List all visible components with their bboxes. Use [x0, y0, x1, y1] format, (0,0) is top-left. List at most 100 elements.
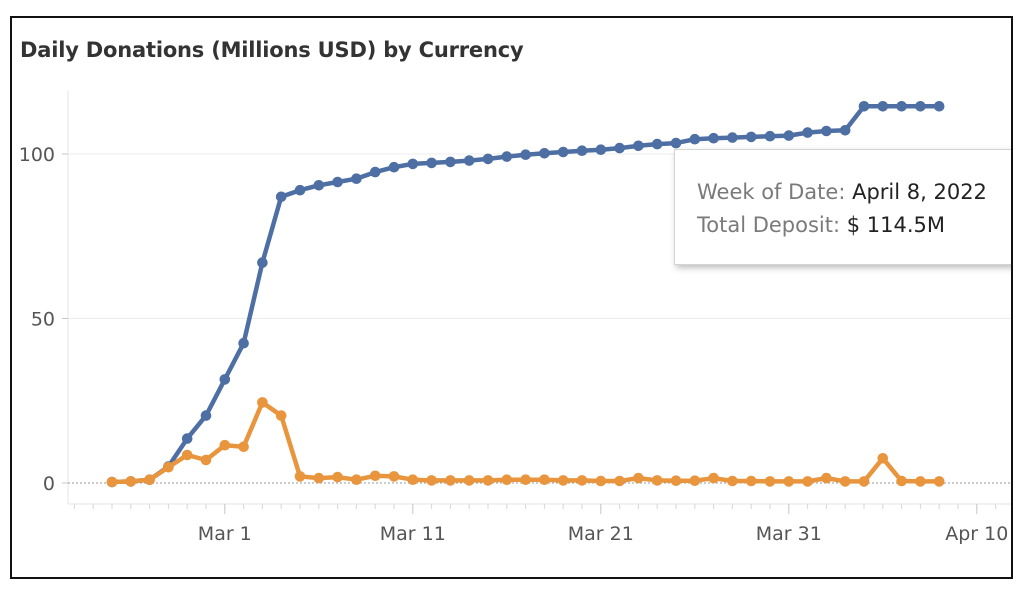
series-2-point — [125, 476, 137, 487]
series-1-point — [708, 132, 719, 144]
series-2-point — [351, 474, 362, 486]
series-1-point — [877, 101, 889, 112]
series-1-point — [426, 157, 437, 169]
series-2-point — [783, 476, 795, 487]
tooltip-date-row: Week of Date: April 8, 2022 — [697, 176, 1011, 209]
series-2-point — [520, 474, 531, 486]
series-2-point — [388, 471, 400, 482]
series-2-point — [915, 476, 926, 487]
series-2-point — [821, 472, 832, 484]
series-1-point — [745, 131, 757, 143]
series-2-point — [708, 472, 719, 484]
series-1-point — [933, 101, 945, 112]
x-tick-label: Mar 31 — [756, 523, 822, 545]
series-1-point — [839, 125, 851, 136]
series-1-point — [181, 433, 193, 444]
series-1-point — [219, 374, 231, 385]
series-2-point — [482, 475, 494, 486]
series-2-point — [614, 475, 625, 487]
series-1-point — [896, 101, 907, 112]
series-2-point — [332, 471, 343, 483]
series-2-point — [727, 475, 738, 487]
x-tick-label: Apr 10 — [945, 523, 1008, 545]
y-tick-label: 100 — [19, 144, 55, 166]
series-1-point — [783, 130, 795, 141]
series-2-point — [426, 475, 437, 486]
series-2-point — [557, 475, 569, 486]
y-tick-label: 50 — [31, 309, 55, 331]
series-2-point — [501, 474, 513, 486]
series-1-point — [332, 176, 343, 188]
series-2-point — [313, 472, 325, 484]
tooltip-date-value: April 8, 2022 — [852, 180, 987, 204]
series-1-point — [200, 410, 212, 421]
series-2-point — [275, 410, 287, 421]
series-2-point — [933, 476, 945, 487]
series-2-point — [144, 474, 155, 486]
series-1-point — [257, 257, 268, 268]
series-line-2 — [109, 400, 942, 485]
series-2-point — [219, 439, 231, 451]
series-2-point — [407, 474, 419, 486]
series-2-point — [858, 476, 870, 487]
chart-frame: Daily Donations (Millions USD) by Curren… — [10, 16, 1013, 579]
series-2-point — [539, 474, 550, 486]
x-tick-label: Mar 21 — [568, 523, 634, 545]
series-1-point — [501, 151, 513, 162]
series-2-point — [294, 471, 306, 482]
series-1-point — [388, 161, 400, 173]
tooltip-total-label: Total Deposit: — [697, 213, 841, 237]
tooltip-total-value: $ 114.5M — [846, 213, 946, 237]
series-2-point — [257, 397, 268, 408]
tooltip-total-row: Total Deposit: $ 114.5M — [697, 209, 1011, 242]
tooltip-date-label: Week of Date: — [697, 180, 846, 204]
series-2-point — [651, 475, 663, 486]
series-2-point — [445, 475, 456, 486]
series-2-point — [877, 453, 889, 464]
series-2-point — [745, 475, 757, 487]
series-1-point — [633, 140, 644, 152]
series-1-point — [858, 101, 870, 112]
series-1-point — [482, 153, 494, 165]
series-2-point — [670, 475, 682, 487]
series-2-point — [896, 475, 907, 487]
series-1-point — [595, 144, 607, 155]
series-2-point — [689, 475, 701, 487]
series-1-point — [915, 101, 926, 112]
series-2-point — [802, 476, 813, 487]
series-1-point — [802, 127, 813, 138]
series-1-point — [294, 184, 306, 196]
series-1-point — [539, 148, 550, 159]
series-2-point — [576, 475, 588, 486]
series-2-point — [633, 472, 644, 484]
tooltip: Week of Date: April 8, 2022 Total Deposi… — [674, 149, 1011, 265]
line-chart: 0 50 100 Mar 1 Mar 11 Mar 21 Mar 31 Apr 10 — [19, 90, 1011, 545]
series-2-point — [238, 441, 249, 453]
x-tick-label: Mar 11 — [380, 523, 446, 545]
series-1-point — [670, 137, 682, 149]
series-1-point — [351, 173, 362, 184]
series-1-point — [407, 158, 419, 170]
series-2-point — [764, 476, 776, 487]
series-2-point — [595, 475, 607, 487]
series-2-point — [369, 470, 381, 482]
series-2-point — [200, 454, 212, 466]
y-tick-label: 0 — [43, 473, 55, 495]
series-2-point — [181, 449, 193, 461]
series-1-point — [313, 180, 325, 191]
series-1-point — [520, 149, 531, 160]
series-2-point — [163, 461, 174, 473]
series-1-point — [727, 132, 738, 143]
series-1-point — [821, 125, 832, 137]
series-1-point — [614, 142, 625, 154]
series-1-point — [445, 156, 456, 168]
series-2-point — [463, 475, 475, 486]
series-1-point — [463, 155, 475, 166]
series-1-point — [576, 145, 588, 156]
chart-title: Daily Donations (Millions USD) by Curren… — [20, 38, 524, 62]
series-1-point — [764, 130, 776, 142]
series-1-point — [369, 166, 381, 178]
series-1-point — [557, 146, 569, 158]
series-1-point — [689, 133, 701, 145]
x-tick-label: Mar 1 — [198, 523, 252, 545]
